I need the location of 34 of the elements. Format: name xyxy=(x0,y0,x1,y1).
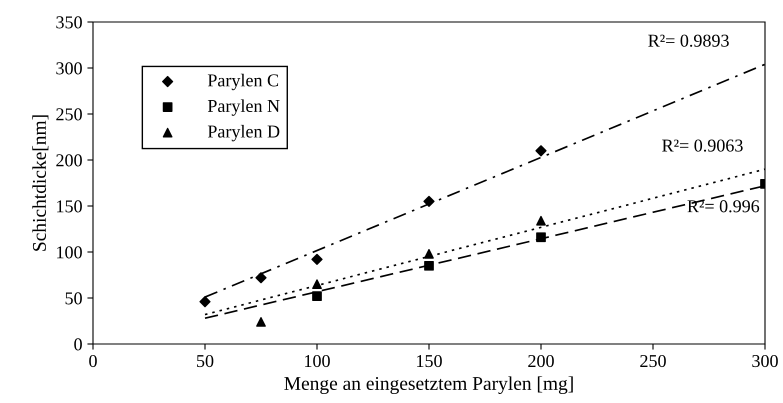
annotation: R²= 0.9063 xyxy=(662,139,743,152)
x-tick-label: 150 xyxy=(417,354,442,368)
x-tick-label: 250 xyxy=(640,354,666,368)
x-axis-title: Menge an eingesetztem Parylen [mg] xyxy=(284,376,573,394)
legend-label: Parylen C xyxy=(208,74,278,90)
y-tick-label: 350 xyxy=(56,16,82,28)
x-tick-label: 100 xyxy=(305,354,330,368)
x-tick-label: 300 xyxy=(752,354,778,368)
point xyxy=(255,272,267,284)
y-tick-label: 150 xyxy=(57,200,82,212)
point xyxy=(536,232,546,242)
point xyxy=(311,254,323,265)
legend-label: Parylen N xyxy=(208,99,280,116)
point xyxy=(199,296,211,308)
point xyxy=(312,291,322,302)
point xyxy=(424,248,434,259)
y-tick-label: 50 xyxy=(66,292,82,304)
point xyxy=(256,317,266,327)
x-tick-label: 50 xyxy=(197,354,214,368)
y-tick-label: 300 xyxy=(56,62,82,74)
legend-label: Parylen D xyxy=(208,124,280,142)
point xyxy=(535,145,547,156)
point xyxy=(424,260,434,271)
annotation: R²= 0.9893 xyxy=(648,34,729,47)
point xyxy=(423,196,435,208)
y-axis-title: Schichtdicke[nm] xyxy=(32,115,48,251)
point xyxy=(536,216,546,226)
x-tick-label: 0 xyxy=(89,354,97,368)
point xyxy=(312,279,322,290)
y-tick-label: 200 xyxy=(56,154,82,166)
y-tick-label: 100 xyxy=(57,246,82,258)
y-tick-label: 250 xyxy=(56,108,82,120)
y-tick-label: 0 xyxy=(74,338,82,350)
x-tick-label: 200 xyxy=(528,354,554,368)
